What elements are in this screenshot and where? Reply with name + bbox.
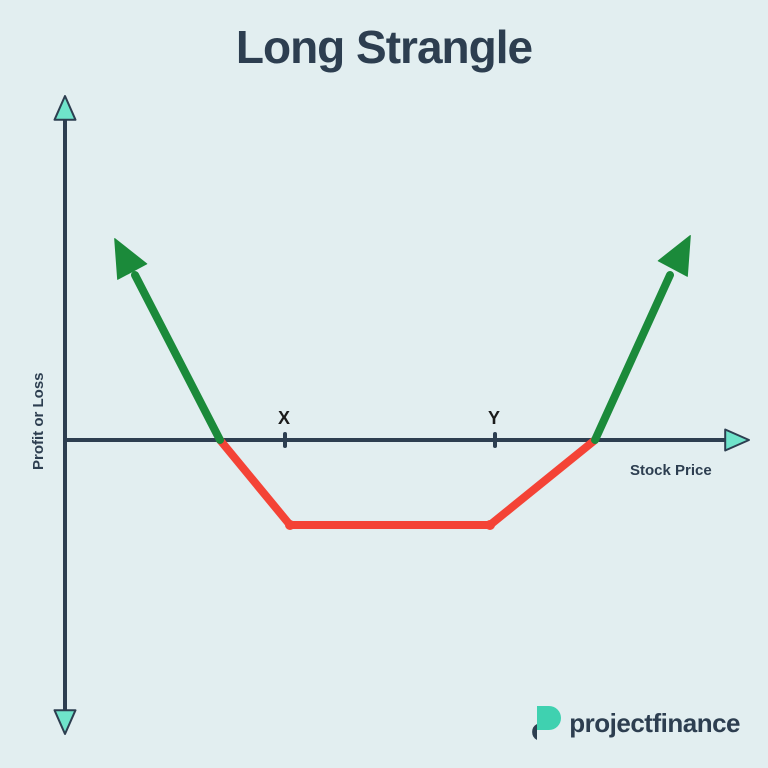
brand-text: projectfinance (569, 708, 740, 739)
brand-logo: projectfinance (531, 706, 740, 740)
chart-title: Long Strangle (0, 20, 768, 74)
y-axis-label: Profit or Loss (30, 372, 47, 470)
brand-mark-icon (531, 706, 561, 740)
x-axis-label: Stock Price (630, 462, 712, 479)
tick-label-x: X (278, 408, 290, 429)
brand-text-finance: finance (652, 708, 740, 738)
chart-canvas: Long Strangle Profit or Loss Stock Price… (0, 0, 768, 768)
brand-text-project: project (569, 708, 652, 738)
payoff-chart-svg (0, 0, 768, 768)
tick-label-y: Y (488, 408, 500, 429)
